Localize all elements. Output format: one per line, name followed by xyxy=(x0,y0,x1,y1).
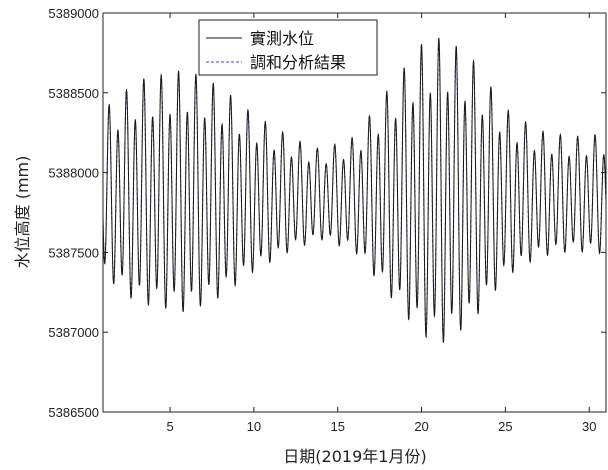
x-axis-title: 日期(2019年1月份) xyxy=(283,447,426,466)
legend-label-harmonic: 調和分析結果 xyxy=(250,53,346,72)
y-tick-label: 5386500 xyxy=(48,405,99,420)
y-tick-label: 5388000 xyxy=(48,166,99,181)
x-tick-label: 30 xyxy=(582,419,596,434)
plot-frame xyxy=(102,12,607,413)
y-tick-label: 5387000 xyxy=(48,325,99,340)
x-tick-label: 15 xyxy=(330,419,344,434)
x-tick-label: 10 xyxy=(247,419,261,434)
y-axis: 5386500 5387000 5387500 5388000 5388500 53890… xyxy=(48,6,606,420)
series-layer xyxy=(102,37,607,343)
y-tick-label: 5389000 xyxy=(48,6,99,21)
x-tick-label: 20 xyxy=(414,419,428,434)
x-tick-label: 5 xyxy=(166,419,173,434)
y-tick-label: 5387500 xyxy=(48,245,99,260)
x-axis: 5 10 15 20 25 30 xyxy=(166,13,596,434)
legend-box xyxy=(198,19,378,76)
legend: 實測水位 調和分析結果 xyxy=(198,19,378,76)
legend-label-measured: 實測水位 xyxy=(250,29,314,48)
y-tick-label: 5388500 xyxy=(48,86,99,101)
y-axis-title: 水位高度 (mm) xyxy=(13,156,32,269)
x-tick-label: 25 xyxy=(498,419,512,434)
series-measured-water-level xyxy=(102,37,607,343)
